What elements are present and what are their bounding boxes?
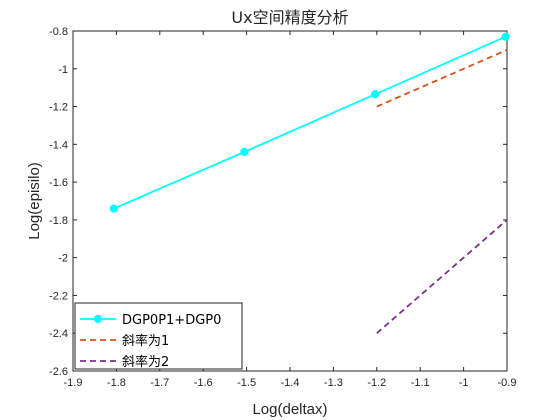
series-layer (109, 32, 510, 334)
x-tick-label: -1.6 (194, 377, 213, 389)
series-line-3 (376, 219, 508, 334)
legend-box (74, 302, 243, 370)
y-axis: -2.6 -2.4 -2.2 -2 -1.8 -1.6 -1.4 -1.2 -1 -0.8 (49, 26, 507, 378)
x-tick-label: -1.9 (64, 377, 83, 389)
x-tick-label: -1.7 (150, 377, 169, 389)
y-tick-label: -1 (58, 64, 68, 76)
x-tick-label: -1.5 (237, 377, 256, 389)
series-line-1 (113, 35, 507, 210)
y-tick-label: -1.6 (49, 177, 68, 189)
y-tick-label: -2.6 (49, 366, 68, 378)
legend: DGP0P1+DGP0 斜率为1 斜率为2 (74, 302, 243, 370)
series-line-2 (376, 49, 508, 108)
data-point (109, 204, 118, 213)
data-point (501, 32, 510, 41)
x-tick-label: -1.2 (367, 377, 386, 389)
chart-title: Ux空间精度分析 (231, 8, 348, 27)
x-tick-label: -1.3 (324, 377, 343, 389)
legend-label-1: DGP0P1+DGP0 (122, 313, 221, 328)
x-tick-label: -0.9 (498, 377, 517, 389)
x-axis: -1.9 -1.8 -1.7 -1.6 -1.5 -1.4 -1.3 -1.2 -1.1 -1 -0… (64, 31, 517, 389)
x-tick-label: -1.8 (107, 377, 126, 389)
x-axis-title: Log(deltax) (252, 401, 327, 418)
y-tick-label: -1.4 (49, 139, 68, 151)
y-tick-label: -2.2 (49, 290, 68, 302)
y-tick-label: -2 (58, 253, 68, 265)
y-tick-label: -1.8 (49, 215, 68, 227)
x-tick-label: -1.4 (281, 377, 300, 389)
y-tick-label: -0.8 (49, 26, 68, 38)
legend-label-3: 斜率为2 (122, 354, 169, 370)
data-point (240, 147, 249, 156)
legend-label-2: 斜率为1 (122, 333, 169, 349)
y-tick-label: -1.2 (49, 102, 68, 114)
x-tick-label: -1 (459, 377, 469, 389)
legend-marker (93, 314, 103, 324)
data-point (370, 90, 380, 99)
y-tick-label: -2.4 (49, 328, 68, 340)
x-tick-label: -1.1 (411, 377, 430, 389)
y-axis-title: Log(episilo) (26, 162, 43, 240)
